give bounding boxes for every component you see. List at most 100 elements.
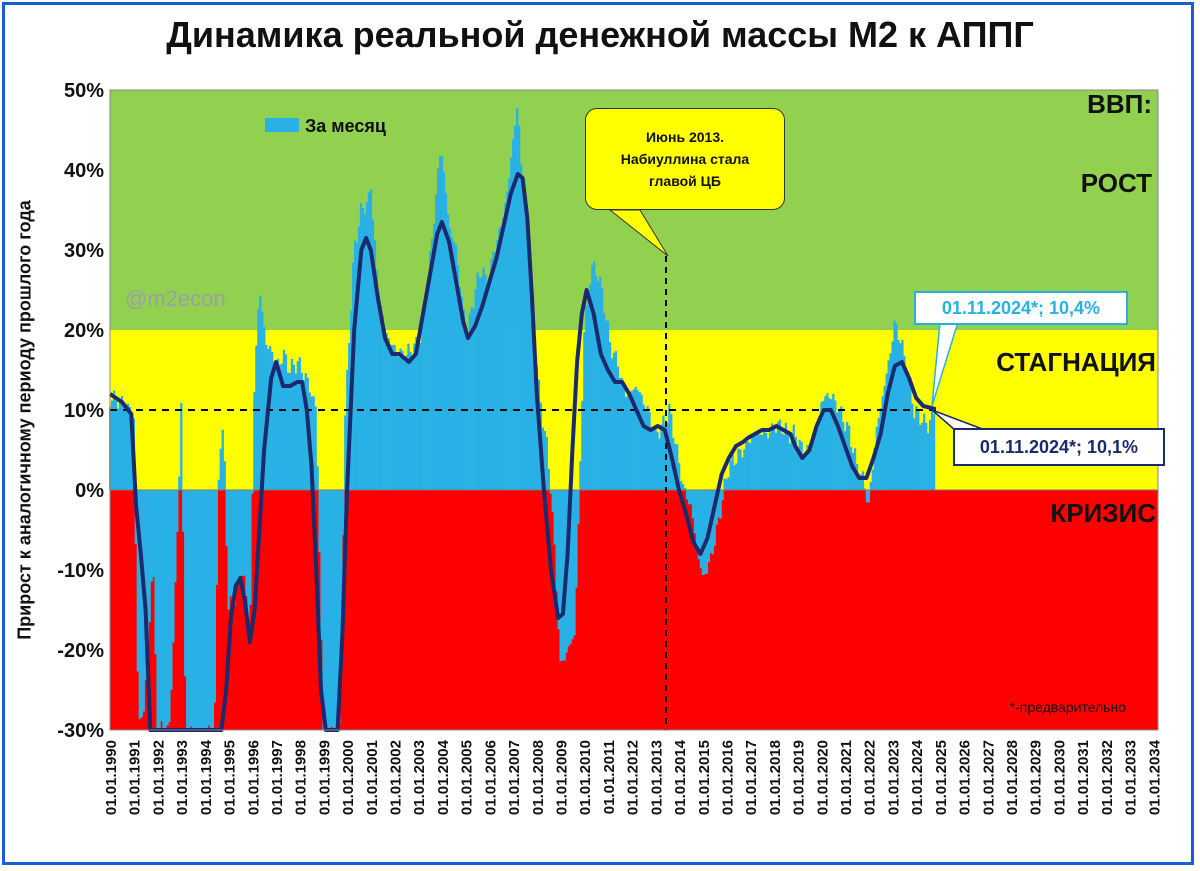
monthly-bar (217, 479, 220, 490)
monthly-bar (257, 309, 260, 490)
monthly-bar (136, 490, 139, 672)
monthly-bar (859, 474, 863, 490)
monthly-bar (780, 433, 784, 490)
x-tick-label: 01.01.2001 (364, 740, 381, 815)
monthly-bar (480, 277, 483, 490)
monthly-bar (895, 323, 898, 490)
monthly-bar (182, 490, 185, 532)
monthly-bar (697, 490, 701, 560)
monthly-bar (545, 436, 548, 490)
trend-line (108, 172, 937, 732)
monthly-bar (375, 270, 379, 490)
monthly-bar (320, 490, 323, 641)
monthly-bar (881, 396, 884, 490)
monthly-bar (543, 430, 546, 490)
monthly-bar (612, 352, 616, 490)
x-tick-label: 01.01.2006 (482, 740, 499, 815)
x-tick-label: 01.01.2020 (814, 740, 831, 815)
monthly-bar (715, 490, 718, 525)
callout-pointer (608, 209, 669, 257)
monthly-bar (251, 490, 254, 494)
monthly-bar (273, 362, 276, 490)
monthly-bar (504, 202, 507, 490)
monthly-bar (435, 194, 438, 491)
x-tick-label: 01.01.2008 (530, 740, 547, 815)
monthly-bar (689, 490, 693, 505)
monthly-bar (865, 490, 869, 503)
monthly-bar (646, 406, 649, 490)
monthly-bar (575, 490, 578, 588)
monthly-bar (585, 306, 588, 490)
monthly-bar (498, 227, 501, 490)
monthly-bar (644, 410, 647, 490)
monthly-bar (363, 214, 367, 491)
monthly-bar (606, 321, 610, 490)
monthly-bar (425, 306, 428, 490)
zone-label-growth: РОСТ (1081, 168, 1152, 198)
chart-title: Динамика реальной денежной массы М2 к АП… (166, 14, 1034, 55)
monthly-bar (476, 272, 479, 490)
monthly-bar (729, 460, 732, 490)
monthly-bar (814, 434, 817, 490)
monthly-bar (928, 420, 932, 490)
monthly-bar (676, 444, 679, 490)
monthly-bar (482, 267, 485, 490)
monthly-bar (871, 469, 874, 490)
monthly-bar (342, 490, 345, 536)
monthly-bar (822, 400, 825, 490)
monthly-bar (276, 358, 280, 490)
monthly-bar (830, 399, 833, 490)
x-tick-label: 01.01.2027 (980, 740, 997, 815)
monthly-bar (138, 490, 141, 719)
y-tick-label: 40% (64, 160, 104, 182)
x-tick-label: 01.01.1991 (127, 740, 144, 815)
x-tick-label: 01.01.1992 (150, 740, 167, 815)
monthly-bar (203, 490, 207, 730)
x-tick-label: 01.01.2018 (767, 740, 784, 815)
monthly-bar (512, 139, 515, 490)
monthly-bar (122, 407, 126, 490)
monthly-bar (387, 338, 390, 490)
x-tick-label: 01.01.2022 (862, 740, 879, 815)
monthly-bar (782, 434, 786, 490)
monthly-bar (768, 432, 772, 490)
monthly-bar (687, 490, 691, 505)
monthly-bar (215, 490, 218, 585)
monthly-bar (626, 395, 629, 490)
monthly-bar (751, 436, 754, 490)
monthly-bar (523, 199, 527, 490)
annotation-line-2: Набиуллина стала (620, 151, 750, 167)
monthly-bar (587, 293, 590, 490)
monthly-bar (624, 397, 627, 490)
monthly-bar (304, 373, 307, 490)
monthly-bar (915, 406, 918, 490)
monthly-bar (191, 490, 195, 730)
monthly-bar (365, 201, 369, 490)
monthly-bar (800, 441, 803, 490)
monthly-bar (411, 358, 414, 490)
monthly-bar (112, 390, 116, 490)
monthly-bar (237, 490, 240, 579)
monthly-bar (235, 490, 238, 587)
monthly-bar (354, 240, 357, 490)
monthly-bar (415, 336, 418, 490)
monthly-bar (454, 244, 458, 490)
monthly-bar (905, 374, 908, 490)
monthly-bar (140, 490, 143, 718)
monthly-bar (373, 240, 377, 490)
monthly-bar (243, 490, 246, 576)
zone-2 (110, 490, 1158, 730)
monthly-bar (152, 490, 155, 578)
monthly-bar (245, 490, 248, 597)
monthly-bar (818, 415, 821, 490)
monthly-bar (357, 226, 361, 491)
x-tick-label: 01.01.2003 (411, 740, 428, 815)
monthly-bar (701, 490, 705, 575)
monthly-bar (492, 251, 495, 490)
monthly-bar (595, 275, 598, 490)
monthly-bar (656, 432, 659, 490)
monthly-bar (458, 286, 462, 490)
monthly-bar (616, 366, 620, 490)
monthly-bar (393, 345, 396, 490)
monthly-bar (286, 372, 290, 490)
